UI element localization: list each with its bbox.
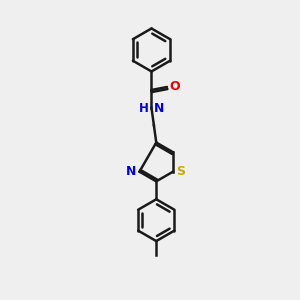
Text: H: H — [139, 102, 149, 115]
Text: S: S — [176, 165, 185, 178]
Text: O: O — [169, 80, 180, 93]
Text: N: N — [154, 102, 164, 115]
Text: N: N — [126, 165, 136, 178]
